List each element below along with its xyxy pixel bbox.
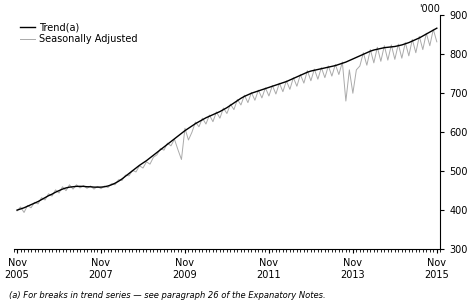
Text: '000: '000: [420, 4, 440, 14]
Legend: Trend(a), Seasonally Adjusted: Trend(a), Seasonally Adjusted: [18, 20, 139, 46]
Text: (a) For breaks in trend series — see paragraph 26 of the Expanatory Notes.: (a) For breaks in trend series — see par…: [9, 291, 326, 300]
